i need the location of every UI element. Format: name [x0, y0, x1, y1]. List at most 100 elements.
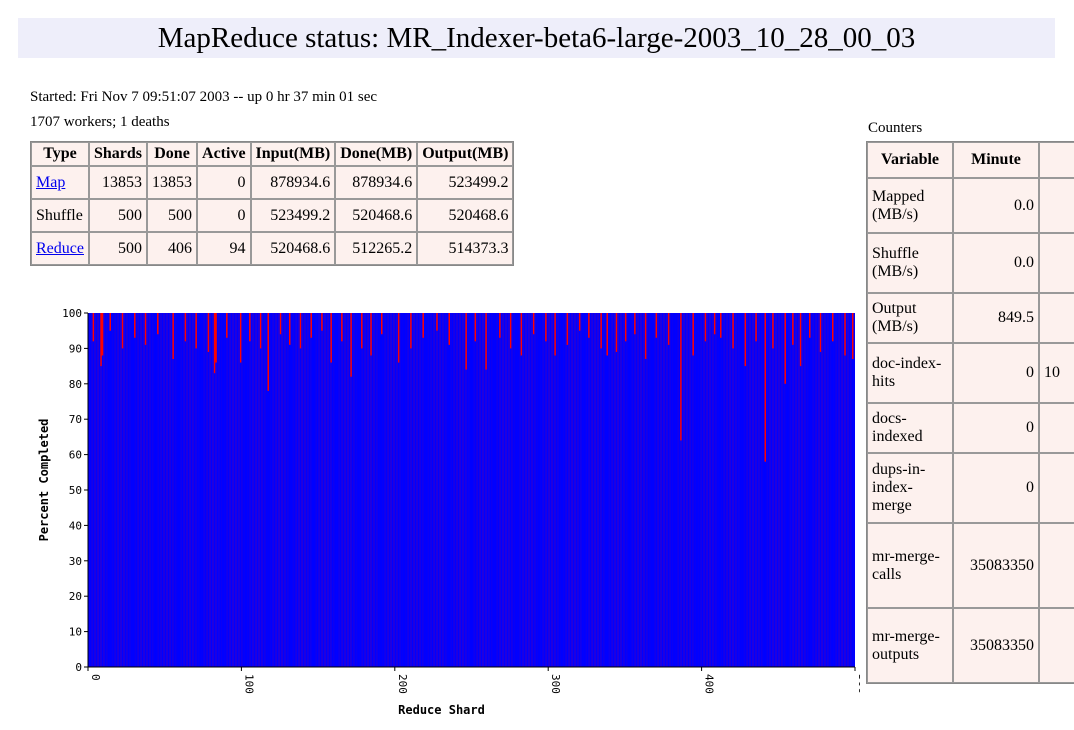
- table-cell: 13853: [88, 166, 148, 199]
- counter-cell: mr-merge-calls: [867, 523, 953, 608]
- bar: [391, 313, 394, 667]
- bar: [574, 313, 576, 667]
- bar: [773, 313, 776, 667]
- bar: [787, 313, 790, 667]
- bar: [724, 313, 727, 667]
- bar: [664, 313, 667, 667]
- bar: [288, 344, 291, 667]
- type-link[interactable]: Reduce: [36, 239, 84, 257]
- bar: [190, 313, 193, 667]
- bar: [218, 313, 220, 667]
- bar: [370, 355, 372, 667]
- bar: [169, 313, 171, 667]
- bar: [497, 313, 500, 667]
- bar: [677, 313, 679, 667]
- bar: [500, 313, 503, 667]
- bar: [420, 313, 423, 667]
- bar: [545, 341, 547, 667]
- bar: [453, 313, 455, 667]
- bar: [706, 313, 708, 667]
- bar: [112, 313, 115, 667]
- bar: [770, 313, 773, 667]
- bar: [377, 313, 380, 667]
- bar: [134, 337, 136, 667]
- bar: [715, 313, 717, 667]
- bar: [471, 313, 474, 667]
- bar: [359, 313, 362, 667]
- bar: [778, 313, 780, 667]
- bar: [224, 313, 227, 667]
- bar: [729, 313, 731, 667]
- bar: [534, 313, 536, 667]
- bar: [129, 313, 131, 667]
- bar: [440, 313, 443, 667]
- bar: [384, 313, 386, 667]
- bar: [839, 313, 842, 667]
- bar: [815, 313, 817, 667]
- bar: [844, 355, 846, 667]
- bar: [608, 313, 610, 667]
- bar: [477, 313, 480, 667]
- table-cell: 406: [147, 232, 198, 265]
- bar: [690, 313, 693, 667]
- bar: [279, 334, 282, 667]
- bar: [344, 313, 346, 667]
- bar: [408, 313, 411, 667]
- bar: [845, 313, 848, 667]
- bar: [646, 313, 648, 667]
- bar: [707, 313, 710, 667]
- bar: [244, 313, 247, 667]
- bar: [560, 313, 563, 667]
- bar: [172, 359, 174, 667]
- bar: [551, 313, 553, 667]
- bar: [269, 313, 271, 667]
- bar: [792, 344, 794, 667]
- table-cell: Map: [31, 166, 89, 199]
- bar: [338, 313, 340, 667]
- counter-row: Shuffle (MB/s) 0.0: [867, 233, 1074, 293]
- bar: [641, 313, 644, 667]
- bar: [838, 313, 840, 667]
- bar: [195, 348, 197, 667]
- y-tick-label: 10: [69, 626, 82, 639]
- bar: [828, 313, 831, 667]
- bar: [316, 313, 319, 667]
- counter-cell: [1039, 293, 1074, 343]
- column-header: Minute: [953, 142, 1039, 178]
- bar: [146, 313, 148, 667]
- bar: [89, 313, 92, 667]
- type-link[interactable]: Map: [36, 173, 66, 191]
- bar: [517, 313, 520, 667]
- bar: [701, 313, 704, 667]
- bar: [597, 313, 599, 667]
- bar: [259, 348, 262, 667]
- bar: [466, 313, 469, 667]
- bar: [152, 313, 154, 667]
- bar: [120, 313, 122, 667]
- bar: [451, 313, 454, 667]
- bar: [583, 313, 586, 667]
- bar: [400, 313, 403, 667]
- bar: [278, 313, 280, 667]
- bar: [508, 313, 510, 667]
- bar: [227, 313, 230, 667]
- bar: [341, 341, 343, 667]
- bar: [640, 313, 642, 667]
- counter-cell: Output (MB/s): [867, 293, 953, 343]
- y-tick-label: 30: [69, 555, 82, 568]
- bar: [789, 313, 791, 667]
- column-header: Shards: [88, 142, 148, 166]
- bar: [595, 313, 598, 667]
- bar: [835, 313, 837, 667]
- bar: [634, 334, 636, 667]
- bar: [606, 355, 609, 667]
- bar: [457, 313, 460, 667]
- bar: [514, 313, 516, 667]
- bar: [600, 348, 602, 667]
- bar: [693, 313, 696, 667]
- table-row: Shuffle 500 500 0 523499.2 520468.6 520468.6: [31, 199, 514, 232]
- counter-row: mr-merge-calls 35083350: [867, 523, 1074, 608]
- bar: [683, 313, 685, 667]
- table-cell: Reduce: [31, 232, 89, 265]
- bar: [482, 313, 484, 667]
